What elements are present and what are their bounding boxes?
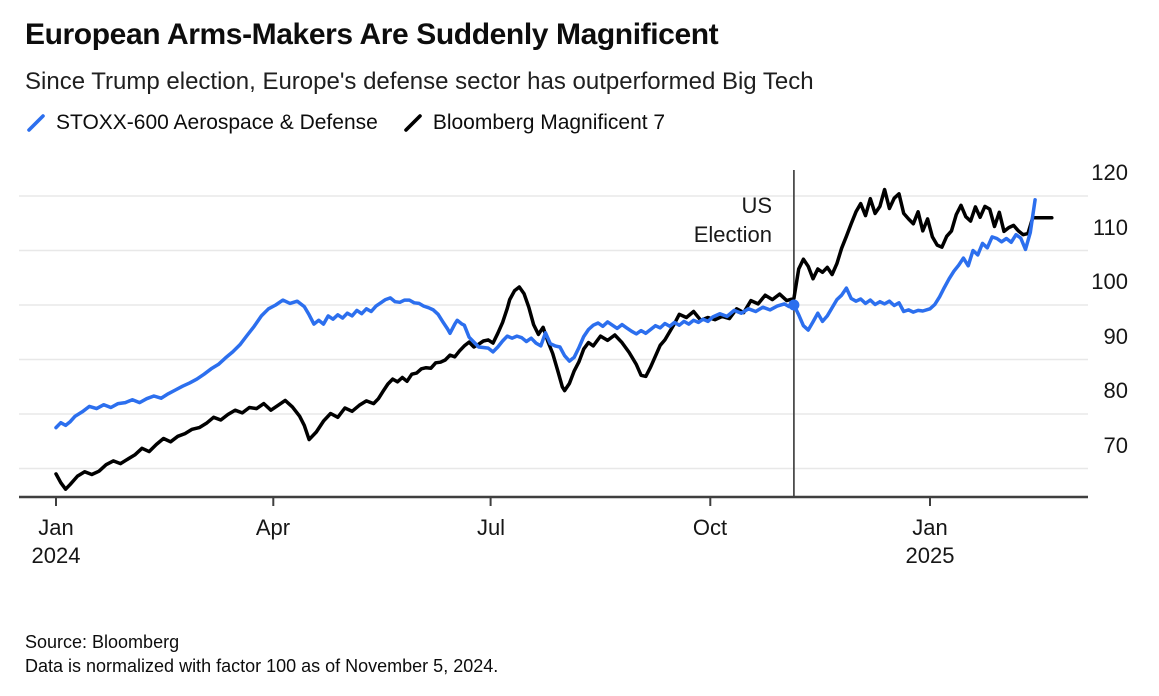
blue-slash-icon <box>27 114 45 132</box>
black-slash-icon <box>404 114 422 132</box>
x-axis-tick-label-apr: Apr <box>255 515 291 540</box>
y-axis-tick-label: 70 <box>1103 433 1128 458</box>
legend-label-stoxx: STOXX-600 Aerospace & Defense <box>56 111 378 134</box>
x-axis-tick-label-jan-2024: Jan 2024 <box>31 515 81 568</box>
y-axis-tick-label: 120 <box>1091 160 1128 185</box>
chart-legend: STOXX-600 Aerospace & Defense Bloomberg … <box>25 111 665 135</box>
legend-item-stoxx: STOXX-600 Aerospace & Defense <box>25 111 378 135</box>
chart-footer: Source: Bloomberg Data is normalized wit… <box>25 630 498 678</box>
y-axis-tick-label: 90 <box>1103 324 1128 349</box>
series-line-stoxx <box>54 198 1037 430</box>
chart-title: European Arms-Makers Are Suddenly Magnif… <box>25 18 719 51</box>
legend-item-mag7: Bloomberg Magnificent 7 <box>402 111 665 135</box>
source-note: Source: Bloomberg <box>25 632 180 652</box>
y-axis-tick-label: 80 <box>1103 378 1128 403</box>
chart-subtitle: Since Trump election, Europe's defense s… <box>25 68 814 95</box>
normalization-dot <box>788 299 800 311</box>
legend-label-mag7: Bloomberg Magnificent 7 <box>432 111 666 134</box>
normalization-note: Data is normalized with factor 100 as of… <box>25 656 499 676</box>
x-axis-tick-label-oct: Oct <box>692 515 728 540</box>
series-line-mag7 <box>54 187 1054 491</box>
x-axis-tick-label-jan-2025: Jan 2025 <box>905 515 955 568</box>
us-election-annotation: US Election <box>693 193 772 247</box>
y-axis-tick-label: 100 <box>1091 269 1128 294</box>
x-axis-tick-label-jul: Jul <box>476 515 506 540</box>
y-axis-tick-label: 110 <box>1092 215 1128 240</box>
